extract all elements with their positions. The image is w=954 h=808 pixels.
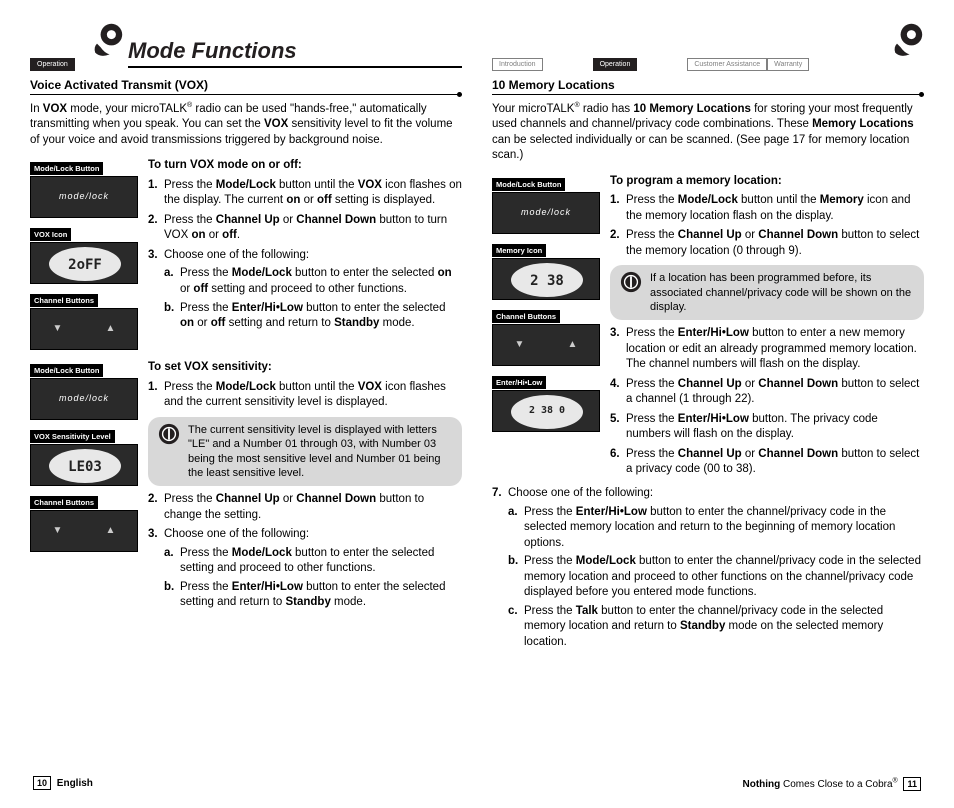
page-header: Operation Mode Functions <box>30 30 462 66</box>
memory-prog-title: To program a memory location: <box>610 174 924 190</box>
substep: b.Press the Enter/Hi•Low button to enter… <box>164 301 462 332</box>
thumb-column: Mode/Lock Button mode/lock VOX Icon 2oFF… <box>30 158 138 356</box>
section-vox-title: Voice Activated Transmit (VOX) <box>30 78 462 95</box>
thumb-label: Mode/Lock Button <box>492 178 565 191</box>
step: Press the Channel Up or Channel Down but… <box>148 213 462 244</box>
substep: a.Press the Mode/Lock button to enter th… <box>164 266 462 297</box>
memory-icon-thumb: 2 38 <box>492 258 600 300</box>
step: Press the Mode/Lock button until the VOX… <box>148 380 462 411</box>
mode-lock-thumb: mode/lock <box>492 192 600 234</box>
step: Choose one of the following: a.Press the… <box>492 486 924 650</box>
footer-left: 10 English <box>30 778 93 789</box>
thumb-label: Channel Buttons <box>30 496 98 509</box>
thumb-label: Mode/Lock Button <box>30 364 103 377</box>
step: Choose one of the following: a.Press the… <box>148 527 462 611</box>
step: Press the Mode/Lock button until the VOX… <box>148 178 462 209</box>
thumb-label: VOX Sensitivity Level <box>30 430 115 443</box>
vox-sens-thumb: LE03 <box>30 444 138 486</box>
note-icon <box>158 423 180 445</box>
vox-onoff-title: To turn VOX mode on or off: <box>148 158 462 174</box>
tab-intro: Introduction <box>492 58 543 71</box>
thumb-label: Channel Buttons <box>492 310 560 323</box>
tab-customer: Customer Assistance <box>687 58 767 71</box>
channel-buttons-thumb: ▼▲ <box>492 324 600 366</box>
thumb-column: Mode/Lock Button mode/lock VOX Sensitivi… <box>30 360 138 614</box>
thumb-label: VOX Icon <box>30 228 71 241</box>
tab-warranty: Warranty <box>767 58 809 71</box>
mode-lock-thumb: mode/lock <box>30 176 138 218</box>
channel-buttons-thumb: ▼▲ <box>30 308 138 350</box>
thumb-label: Mode/Lock Button <box>30 162 103 175</box>
mode-lock-thumb: mode/lock <box>30 378 138 420</box>
thumb-label: Channel Buttons <box>30 294 98 307</box>
note-icon <box>620 271 642 293</box>
vox-icon-thumb: 2oFF <box>30 242 138 284</box>
step: Press the Channel Up or Channel Down but… <box>610 377 924 408</box>
thumb-label: Memory Icon <box>492 244 546 257</box>
enter-hilow-thumb: 2 38 0 <box>492 390 600 432</box>
step: Press the Mode/Lock button until the Mem… <box>610 193 924 224</box>
note-text: If a location has been programmed before… <box>650 271 914 314</box>
memory-intro: Your microTALK® radio has 10 Memory Loca… <box>492 101 924 164</box>
thumb-column: Mode/Lock Button mode/lock Memory Icon 2… <box>492 174 600 482</box>
thumb-label: Enter/Hi•Low <box>492 376 546 389</box>
step: Press the Enter/Hi•Low button. The priva… <box>610 412 924 443</box>
tab-operation: Operation <box>593 58 638 71</box>
footer: 10 English Nothing Comes Close to a Cobr… <box>30 778 924 790</box>
substep: a.Press the Mode/Lock button to enter th… <box>164 546 462 577</box>
footer-right: Nothing Comes Close to a Cobra® 11 <box>742 778 924 790</box>
note-box: If a location has been programmed before… <box>610 265 924 320</box>
step: Press the Channel Up or Channel Down but… <box>610 228 924 259</box>
right-page: Introduction Operation Customer Assistan… <box>492 30 924 740</box>
note-box: The current sensitivity level is display… <box>148 417 462 486</box>
substep: b.Press the Enter/Hi•Low button to enter… <box>164 580 462 611</box>
step: Press the Enter/Hi•Low button to enter a… <box>610 326 924 373</box>
channel-buttons-thumb: ▼▲ <box>30 510 138 552</box>
section-memory-title: 10 Memory Locations <box>492 78 924 95</box>
substep: b.Press the Mode/Lock button to enter th… <box>508 554 924 601</box>
brand-logo-icon <box>88 22 124 58</box>
tab-operation: Operation <box>30 58 75 71</box>
step: Choose one of the following: a.Press the… <box>148 248 462 332</box>
page-title: Mode Functions <box>128 38 297 63</box>
vox-intro: In VOX mode, your microTALK® radio can b… <box>30 101 462 148</box>
substep: a.Press the Enter/Hi•Low button to enter… <box>508 505 924 552</box>
step: Press the Channel Up or Channel Down but… <box>148 492 462 523</box>
brand-logo-icon <box>888 22 924 58</box>
left-page: Operation Mode Functions Voice Activated… <box>30 30 462 740</box>
substep: c.Press the Talk button to enter the cha… <box>508 604 924 651</box>
note-text: The current sensitivity level is display… <box>188 423 452 480</box>
step: Press the Channel Up or Channel Down but… <box>610 447 924 478</box>
vox-sens-title: To set VOX sensitivity: <box>148 360 462 376</box>
